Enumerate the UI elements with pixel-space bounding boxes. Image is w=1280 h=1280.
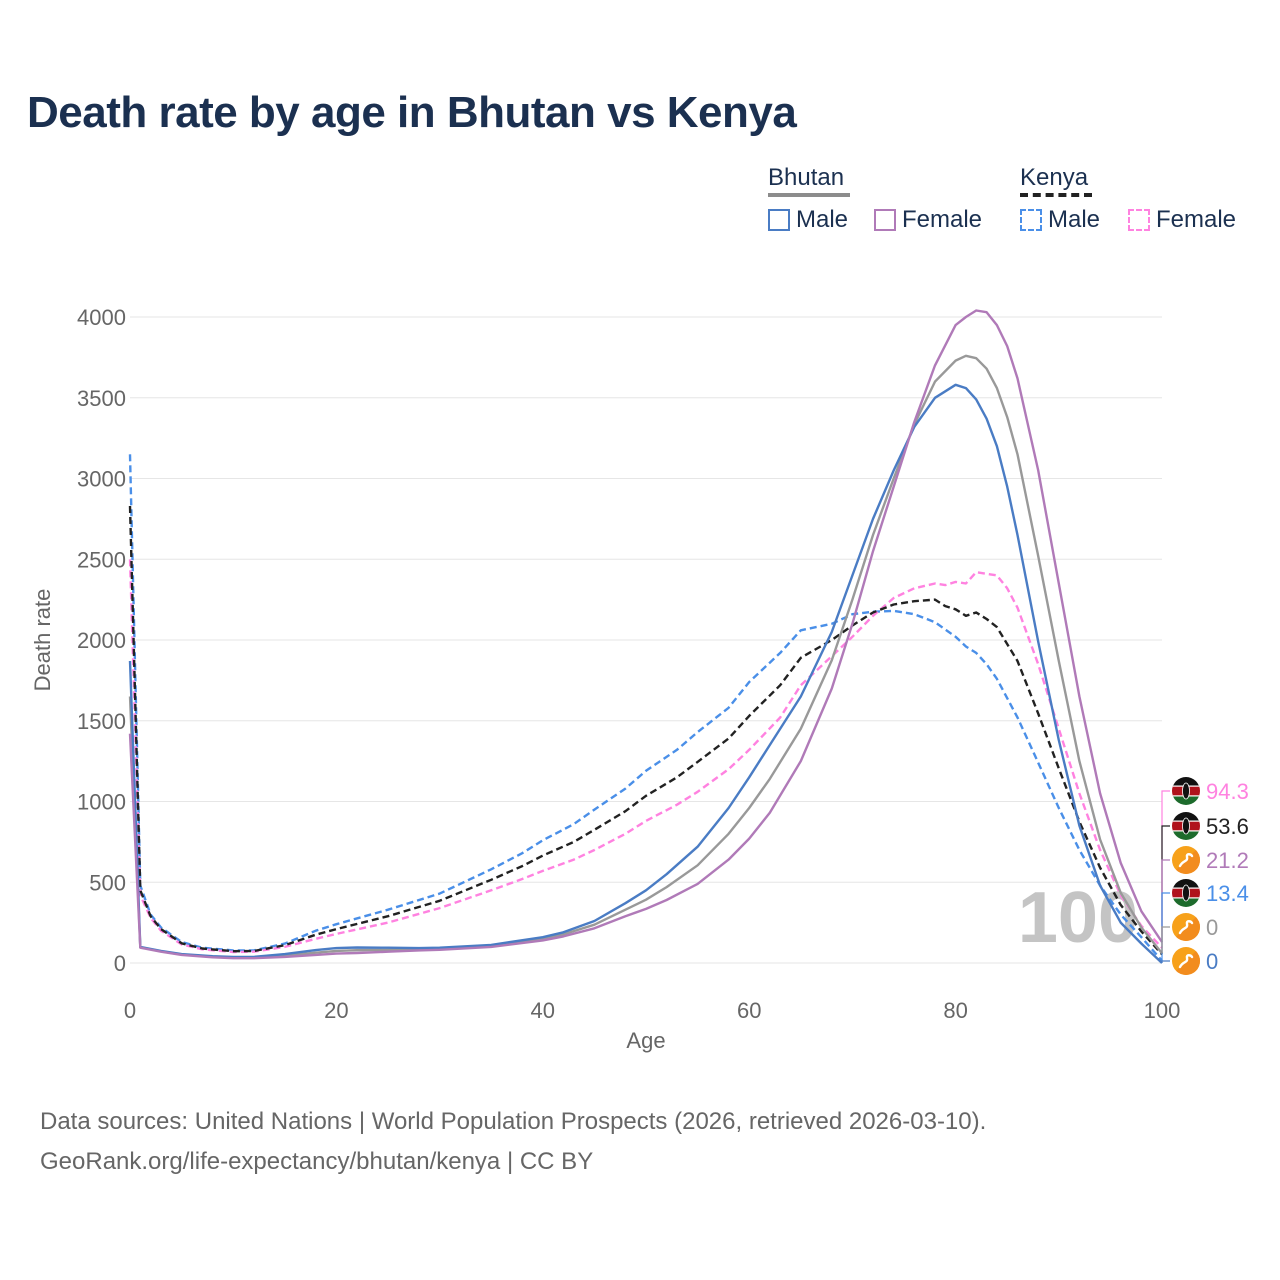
- y-tick-label: 3500: [77, 386, 126, 411]
- legend-item-bhutan-female[interactable]: Female: [874, 206, 982, 234]
- legend-swatch: [1128, 209, 1150, 231]
- y-tick-label: 1500: [77, 709, 126, 734]
- end-label-value: 53.6: [1206, 814, 1249, 839]
- x-tick-label: 80: [943, 998, 967, 1023]
- series-line-kenya-male: [128, 454, 1163, 962]
- legend-swatch: [768, 209, 790, 231]
- series-line-kenya-total: [128, 505, 1163, 956]
- y-axis-label: Death rate: [30, 589, 55, 692]
- grid-layer: [130, 316, 1162, 964]
- x-axis-label: Age: [626, 1028, 665, 1053]
- series-line-bhutan-total: [128, 354, 1163, 959]
- legend-group-name: Kenya: [1020, 164, 1089, 191]
- end-label-connector: [1161, 926, 1170, 954]
- end-label-value: 94.3: [1206, 779, 1249, 804]
- legend-group-line: [1020, 193, 1092, 197]
- legend-swatch: [874, 209, 896, 231]
- series-layer: [128, 309, 1163, 964]
- end-label-connector: [1161, 790, 1170, 948]
- kenya-flag-icon: [1172, 812, 1200, 840]
- source-line-2[interactable]: GeoRank.org/life-expectancy/bhutan/kenya…: [40, 1148, 594, 1175]
- end-label-value: 13.4: [1206, 881, 1249, 906]
- axis-layer: 0 500 1000 1500 2000 2500 3000 3500 4000 0 20 40 60 8…: [30, 305, 1180, 1053]
- bhutan-flag-icon: [1172, 913, 1200, 941]
- kenya-flag-icon: [1172, 777, 1200, 805]
- bhutan-flag-icon: [1172, 846, 1200, 874]
- bhutan-flag-icon: [1172, 947, 1200, 975]
- kenya-flag-icon: [1172, 879, 1200, 907]
- end-label-connector: [1161, 960, 1170, 963]
- series-line-kenya-female: [128, 559, 1163, 954]
- x-tick-label: 20: [324, 998, 348, 1023]
- end-label-value: 0: [1206, 915, 1218, 940]
- x-tick-label: 100: [1144, 998, 1181, 1023]
- legend-label: Female: [902, 206, 983, 233]
- legend-group-name: Bhutan: [768, 164, 845, 191]
- legend-swatch: [1020, 209, 1042, 231]
- legend-label: Male: [796, 206, 849, 233]
- chart-title: Death rate by age in Bhutan vs Kenya: [27, 88, 797, 137]
- legend-item-bhutan-male[interactable]: Male: [768, 206, 848, 234]
- legend-item-kenya-female[interactable]: Female: [1128, 206, 1236, 234]
- y-tick-label: 1000: [77, 790, 126, 815]
- y-tick-label: 0: [114, 951, 126, 976]
- x-tick-label: 40: [531, 998, 555, 1023]
- end-label-layer: 94.3 53.6 21.2 13.4 0 0: [1161, 777, 1249, 975]
- x-tick-label: 60: [737, 998, 761, 1023]
- legend-group-line: [768, 193, 850, 197]
- y-tick-label: 3000: [77, 467, 126, 492]
- y-tick-label: 2000: [77, 628, 126, 653]
- end-label-connector: [1161, 859, 1170, 942]
- end-label-value: 21.2: [1206, 848, 1249, 873]
- series-line-bhutan-female: [128, 309, 1163, 960]
- end-label-value: 0: [1206, 949, 1218, 974]
- series-line-bhutan-male: [128, 383, 1163, 964]
- y-tick-label: 4000: [77, 305, 126, 330]
- legend-label: Female: [1156, 206, 1237, 233]
- source-line-1: Data sources: United Nations | World Pop…: [40, 1108, 987, 1135]
- legend-label: Male: [1048, 206, 1101, 233]
- y-tick-label: 500: [89, 870, 126, 895]
- end-label-connector: [1161, 825, 1170, 955]
- x-tick-label: 0: [124, 998, 136, 1023]
- y-tick-label: 2500: [77, 547, 126, 572]
- legend-item-kenya-male[interactable]: Male: [1020, 206, 1100, 234]
